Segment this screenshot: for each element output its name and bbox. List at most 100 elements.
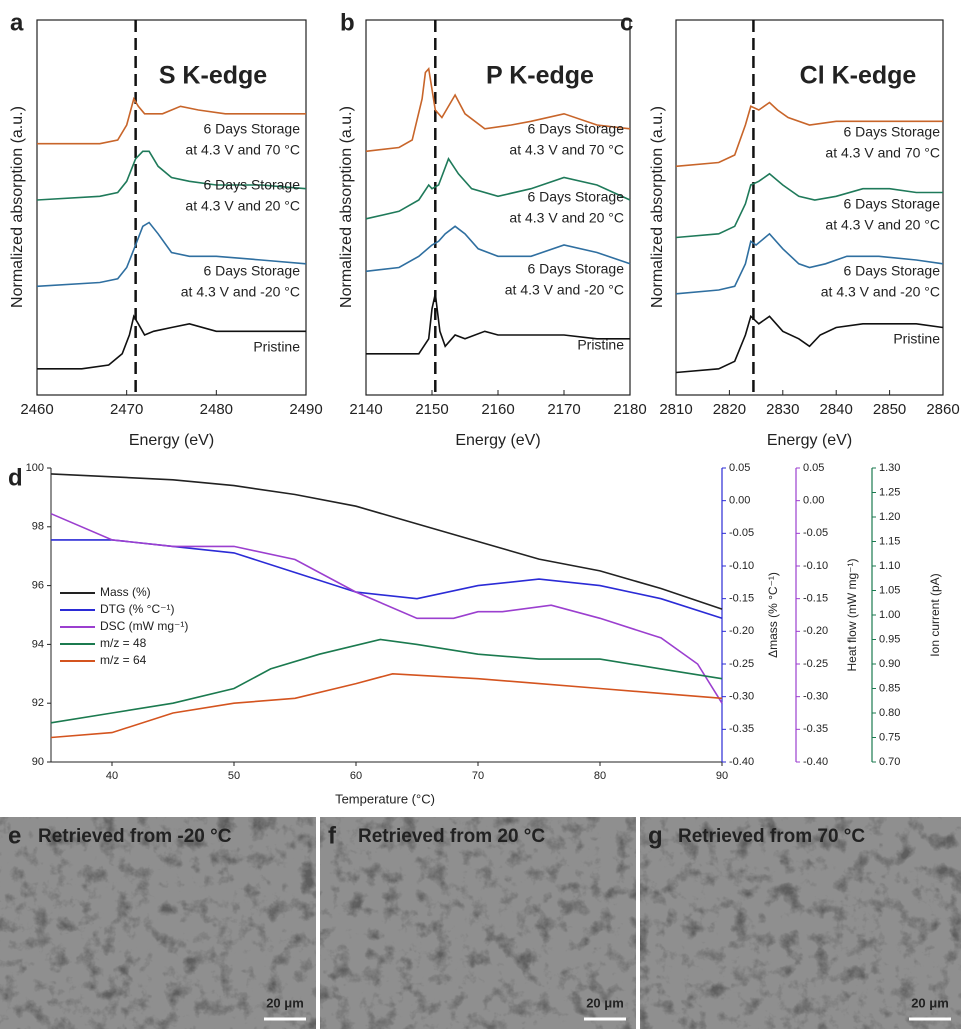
x-tick-label: 60	[350, 770, 362, 782]
x-axis-title: Energy (eV)	[767, 432, 852, 449]
x-tick-label: 90	[716, 770, 728, 782]
series-label: at 4.3 V and -20 °C	[181, 284, 300, 300]
y-tick-label: 98	[32, 521, 44, 533]
y2-axis-title: Δmass (% °C⁻¹)	[766, 572, 780, 658]
x-tick-label: 2180	[613, 401, 646, 418]
panel-letter: g	[648, 822, 663, 849]
y2-axis-title: Heat flow (mW mg⁻¹)	[845, 558, 859, 671]
panel-title: S K-edge	[159, 62, 267, 90]
x-tick-label: 2470	[110, 401, 143, 418]
panel-title: Cl K-edge	[800, 62, 917, 90]
x-tick-label: 2460	[20, 401, 53, 418]
y2-tick-label: -0.40	[803, 756, 828, 768]
y2-tick-label: 1.15	[879, 535, 900, 547]
spectrum-line	[675, 232, 944, 295]
series-label: Pristine	[253, 339, 300, 355]
data-line	[50, 638, 723, 724]
y2-tick-label: -0.25	[729, 658, 754, 670]
series-label: 6 Days Storage	[844, 196, 941, 212]
panel-letter: a	[10, 9, 24, 36]
series-label: 6 Days Storage	[844, 124, 941, 140]
legend-label: m/z = 48	[100, 636, 147, 650]
y-tick-label: 96	[32, 580, 44, 592]
panel-letter: b	[340, 9, 355, 36]
y2-tick-label: 0.95	[879, 633, 900, 645]
legend-label: DSC (mW mg⁻¹)	[100, 619, 188, 633]
y-tick-label: 90	[32, 756, 44, 768]
y-axis-title: Normalized absorption (a.u.)	[9, 106, 26, 308]
panel-letter: d	[8, 464, 23, 491]
data-line	[50, 473, 723, 610]
y-tick-label: 92	[32, 697, 44, 709]
y2-tick-label: 0.05	[729, 462, 750, 474]
legend-label: DTG (% °C⁻¹)	[100, 602, 174, 616]
x-axis-title: Energy (eV)	[455, 432, 540, 449]
y2-tick-label: 0.80	[879, 707, 900, 719]
series-label: at 4.3 V and 20 °C	[509, 210, 624, 226]
series-label: 6 Days Storage	[204, 121, 301, 137]
spectrum-line	[675, 101, 943, 168]
image-caption: Retrieved from 20 °C	[358, 826, 545, 847]
series-label: at 4.3 V and 70 °C	[185, 142, 300, 158]
series-label: at 4.3 V and -20 °C	[505, 282, 624, 298]
spectrum-line	[37, 96, 306, 145]
spectrum-line	[365, 225, 631, 273]
series-label: at 4.3 V and -20 °C	[821, 284, 940, 300]
y2-tick-label: -0.15	[803, 593, 828, 605]
x-tick-label: 80	[594, 770, 606, 782]
spectrum-line	[366, 293, 630, 355]
panel-title: P K-edge	[486, 62, 594, 90]
y2-tick-label: -0.30	[803, 691, 828, 703]
x-axis-title: Energy (eV)	[129, 432, 214, 449]
y2-tick-label: 0.05	[803, 462, 824, 474]
panel-letter: f	[328, 822, 337, 849]
x-tick-label: 50	[228, 770, 240, 782]
spectrum-line	[36, 150, 307, 201]
x-tick-label: 2150	[415, 401, 448, 418]
y2-tick-label: 0.85	[879, 682, 900, 694]
spectrum-line	[675, 172, 943, 239]
y2-tick-label: 1.10	[879, 560, 900, 572]
y2-tick-label: -0.05	[729, 527, 754, 539]
series-label: 6 Days Storage	[844, 263, 941, 279]
x-tick-label: 70	[472, 770, 484, 782]
x-tick-label: 2490	[289, 401, 322, 418]
x-tick-label: 2860	[926, 401, 959, 418]
series-label: 6 Days Storage	[204, 177, 301, 193]
y2-tick-label: -0.40	[729, 756, 754, 768]
series-label: at 4.3 V and 70 °C	[509, 142, 624, 158]
data-line	[50, 512, 723, 704]
y2-tick-label: -0.15	[729, 593, 754, 605]
y2-tick-label: 0.75	[879, 731, 900, 743]
y2-axis-title: Ion current (pA)	[928, 573, 942, 656]
series-label: Pristine	[893, 331, 940, 347]
y-axis-title: Normalized absorption (a.u.)	[649, 106, 666, 308]
scale-label: 20 μm	[911, 995, 949, 1010]
sem-texture	[320, 817, 636, 1029]
series-label: 6 Days Storage	[528, 189, 625, 205]
y2-tick-label: 0.70	[879, 756, 900, 768]
scale-label: 20 μm	[266, 995, 304, 1010]
sem-texture	[640, 817, 961, 1029]
series-label: Pristine	[577, 337, 624, 353]
series-label: at 4.3 V and 20 °C	[825, 217, 940, 233]
x-tick-label: 2840	[820, 401, 853, 418]
x-tick-label: 2140	[349, 401, 382, 418]
y2-tick-label: 0.00	[803, 495, 824, 507]
legend-label: m/z = 64	[100, 653, 147, 667]
y2-tick-label: -0.05	[803, 527, 828, 539]
scale-label: 20 μm	[586, 995, 624, 1010]
series-label: 6 Days Storage	[528, 121, 625, 137]
x-tick-label: 2810	[659, 401, 692, 418]
sem-texture	[0, 817, 316, 1029]
x-tick-label: 40	[106, 770, 118, 782]
y2-tick-label: -0.20	[729, 625, 754, 637]
plot-frame	[36, 19, 307, 396]
spectrum-line	[675, 314, 944, 374]
image-caption: Retrieved from -20 °C	[38, 826, 232, 847]
y2-tick-label: 1.00	[879, 609, 900, 621]
x-tick-label: 2170	[547, 401, 580, 418]
plot-frame	[675, 19, 944, 396]
y2-tick-label: 1.05	[879, 584, 900, 596]
